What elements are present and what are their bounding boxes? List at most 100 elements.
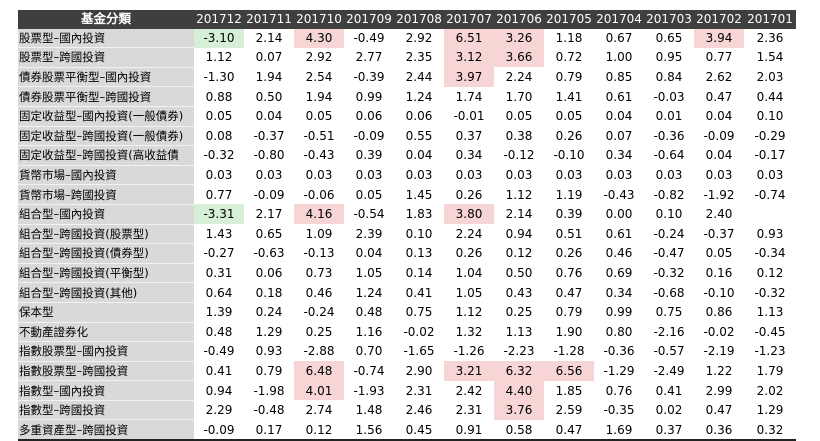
table-cell: 0.99 (355, 89, 383, 104)
table-row: 組合型–國內投資 -3.31 2.17 4.16 -0.54 1.83 3.80 2.14 0.… (18, 204, 796, 225)
row-category-label: 股票型–跨國投資 (18, 47, 194, 68)
table-row: 指數股票型–跨國投資 0.41 0.79 6.48 -0.74 2.90 3.21 6.32 6… (18, 361, 796, 382)
table-cell: 1.24 (355, 285, 383, 300)
row-category-label: 指數型–國內投資 (18, 380, 194, 401)
table-cell: 1.05 (355, 266, 383, 281)
header-category: 基金分類 (18, 10, 194, 29)
table-cell: 0.93 (756, 226, 784, 241)
table-cell: 0.48 (355, 305, 383, 320)
table-cell: -1.93 (353, 383, 385, 398)
table-cell: 0.37 (455, 128, 483, 143)
table-cell: 0.77 (705, 50, 733, 65)
table-cell: 0.65 (255, 226, 283, 241)
table-cell: -1.98 (253, 383, 285, 398)
table-cell: 0.73 (305, 266, 333, 281)
table-cell: 0.34 (605, 148, 633, 163)
table-cell: -0.02 (403, 324, 435, 339)
row-category-label: 債券股票平衡型–跨國投資 (18, 86, 194, 107)
table-cell: -0.49 (203, 344, 235, 359)
table-cell: 1.13 (505, 324, 533, 339)
table-row: 股票型–跨國投資 1.12 0.07 2.92 2.77 2.35 3.12 3.66 0.72… (18, 47, 796, 68)
table-cell: 2.14 (255, 31, 283, 46)
row-category-label: 固定收益型–國內投資(一般債券) (18, 106, 194, 127)
table-cell: 0.04 (605, 109, 633, 124)
table-cell: 0.24 (255, 305, 283, 320)
table-cell: 6.56 (544, 361, 594, 381)
row-category-label: 組合型–國內投資 (18, 204, 194, 225)
table-cell: -2.49 (653, 363, 685, 378)
table-cell: 1.94 (255, 70, 283, 85)
table-cell: 0.41 (655, 383, 683, 398)
table-cell: 0.25 (305, 324, 333, 339)
header-period: 201712 (194, 10, 244, 29)
table-cell: -0.54 (353, 207, 385, 222)
table-cell: 0.26 (455, 246, 483, 261)
table-cell: 6.48 (294, 361, 344, 381)
table-cell: 2.24 (505, 70, 533, 85)
table-row: 債券股票平衡型–跨國投資 0.88 0.50 1.94 0.99 1.24 1.74 1.70… (18, 86, 796, 107)
table-cell: -0.06 (303, 187, 335, 202)
table-cell: 1.83 (405, 207, 433, 222)
table-cell: -0.02 (703, 324, 735, 339)
table-cell: 0.47 (705, 403, 733, 418)
table-cell: 1.41 (555, 89, 583, 104)
fund-return-table: 基金分類 201712 201711 201710 201709 201708 … (18, 10, 796, 441)
table-cell: 0.03 (405, 168, 433, 183)
table-cell: 4.30 (294, 28, 344, 48)
table-cell: 0.25 (505, 305, 533, 320)
table-row: 股票型–國內投資 -3.10 2.14 4.30 -0.49 2.92 6.51 3.26 1.… (18, 28, 796, 49)
table-cell: 0.93 (255, 344, 283, 359)
table-cell: 0.51 (555, 226, 583, 241)
table-cell: 2.46 (405, 403, 433, 418)
table-cell: 6.51 (444, 28, 494, 48)
table-cell: 0.67 (605, 31, 633, 46)
table-cell: -0.35 (603, 403, 635, 418)
table-cell: 3.21 (444, 361, 494, 381)
table-cell: 0.94 (505, 226, 533, 241)
table-cell: -0.17 (754, 148, 786, 163)
table-cell: 0.02 (655, 403, 683, 418)
table-cell: 3.66 (494, 47, 544, 68)
row-category-label: 指數型–跨國投資 (18, 400, 194, 421)
header-period: 201706 (494, 10, 544, 29)
table-cell: 1.54 (756, 50, 784, 65)
table-row: 組合型–跨國投資(股票型) 1.43 0.65 1.09 2.39 0.10 2.24 0.9… (18, 224, 796, 245)
table-cell: 0.26 (555, 246, 583, 261)
table-cell: 1.79 (756, 363, 784, 378)
table-cell: 0.86 (705, 305, 733, 320)
table-cell: -0.48 (253, 403, 285, 418)
table-cell: -0.74 (754, 187, 786, 202)
table-cell: 2.99 (705, 383, 733, 398)
header-row: 基金分類 201712 201711 201710 201709 201708 … (18, 10, 796, 29)
row-category-label: 組合型–跨國投資(平衡型) (18, 263, 194, 284)
row-category-label: 組合型–跨國投資(債券型) (18, 243, 194, 264)
table-cell: 3.80 (444, 204, 494, 225)
table-cell: 2.03 (756, 70, 784, 85)
table-cell: 2.36 (756, 31, 784, 46)
table-cell: 0.41 (405, 285, 433, 300)
table-cell: -0.01 (453, 109, 485, 124)
row-category-label: 股票型–國內投資 (18, 28, 194, 49)
table-cell: 0.76 (555, 266, 583, 281)
table-cell: -1.28 (553, 344, 585, 359)
table-cell: 0.88 (205, 89, 233, 104)
table-cell (744, 204, 796, 224)
table-cell: 0.03 (705, 168, 733, 183)
table-cell: 0.95 (655, 50, 683, 65)
table-cell: 2.02 (756, 383, 784, 398)
table-cell: 1.12 (505, 187, 533, 202)
header-period: 201704 (594, 10, 644, 29)
table-cell: 0.12 (505, 246, 533, 261)
table-cell: 0.34 (605, 285, 633, 300)
table-cell: -1.65 (403, 344, 435, 359)
table-cell: 0.94 (205, 383, 233, 398)
table-cell: -0.10 (553, 148, 585, 163)
table-cell: 1.70 (505, 89, 533, 104)
table-cell: 0.26 (455, 187, 483, 202)
table-cell: 1.39 (205, 305, 233, 320)
table-cell: 1.90 (555, 324, 583, 339)
table-cell: 2.35 (405, 50, 433, 65)
table-row: 不動產證券化 0.48 1.29 0.25 1.16 -0.02 1.32 1.13 1.90 0… (18, 322, 796, 343)
table-cell: 1.29 (756, 403, 784, 418)
table-cell: 0.61 (605, 89, 633, 104)
